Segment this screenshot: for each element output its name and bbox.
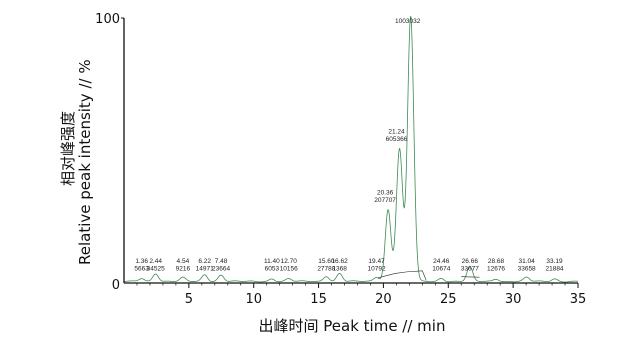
peak-area-label: 12676 — [487, 266, 505, 273]
peak-time-label: 33.19 — [546, 258, 563, 265]
peak-time-label: 2.44 — [149, 258, 162, 265]
x-tick-label: 35 — [570, 292, 587, 307]
peak-time-label: 21.24 — [388, 129, 405, 136]
peak-area-label: 9216 — [176, 266, 191, 273]
peak-area-label: 14971 — [196, 266, 214, 273]
y-tick-label-100: 100 — [95, 12, 120, 27]
peak-time-label: 11.40 — [264, 258, 280, 265]
integration-baseline-secondary — [461, 276, 480, 278]
peak-time-label: 1.36 — [135, 258, 148, 265]
peak-area-label: 33677 — [461, 266, 479, 273]
peak-area-label: 10156 — [280, 266, 298, 273]
y-axis-label-english: Relative peak intensity // % — [76, 59, 94, 265]
x-tick-label: 10 — [245, 292, 262, 307]
peak-area-label: 5663 — [134, 266, 149, 273]
y-tick-label-0: 0 — [112, 278, 120, 293]
y-axis-label-chinese: 相对峰强度 — [59, 111, 77, 186]
integration-baseline-main — [378, 270, 427, 281]
peak-area-label: 34525 — [147, 266, 165, 273]
peak-time-label: 6.22 — [198, 258, 211, 265]
peak-area-label: 10674 — [432, 266, 450, 273]
peak-time-label: 31.04 — [518, 258, 535, 265]
peak-time-label: 15.60 — [318, 258, 335, 265]
peak-time-label: 4.54 — [177, 258, 190, 265]
peak-time-label: 26.66 — [462, 258, 479, 265]
peak-time-label: 28.68 — [488, 258, 505, 265]
chromatogram-trace — [124, 16, 579, 283]
peak-area-label: 33658 — [518, 266, 536, 273]
x-tick-label: 20 — [375, 292, 392, 307]
peak-area-label: 10792 — [368, 266, 386, 273]
peak-area-label: 23664 — [212, 266, 230, 273]
x-tick-label: 25 — [440, 292, 457, 307]
peak-area-label: 6053 — [265, 266, 280, 273]
peak-area-label: 605366 — [386, 136, 408, 143]
peak-time-label: 12.70 — [281, 258, 298, 265]
peak-time-label: 20.36 — [377, 189, 394, 196]
x-axis-label: 出峰时间 Peak time // min — [259, 317, 446, 335]
peak-area-label: 1003032 — [395, 18, 421, 25]
peak-area-label: 207707 — [374, 197, 396, 204]
peak-time-label: 16.62 — [331, 258, 348, 265]
x-tick-label: 30 — [505, 292, 522, 307]
x-tick-label: 5 — [185, 292, 193, 307]
peak-area-label: 1368 — [332, 266, 347, 273]
peak-time-label: 7.48 — [215, 258, 228, 265]
peak-area-label: 27788 — [317, 266, 335, 273]
peak-area-label: 21884 — [545, 266, 563, 273]
x-tick-label: 15 — [310, 292, 327, 307]
peak-time-label: 24.46 — [433, 258, 450, 265]
peak-time-label: 19.47 — [368, 258, 385, 265]
